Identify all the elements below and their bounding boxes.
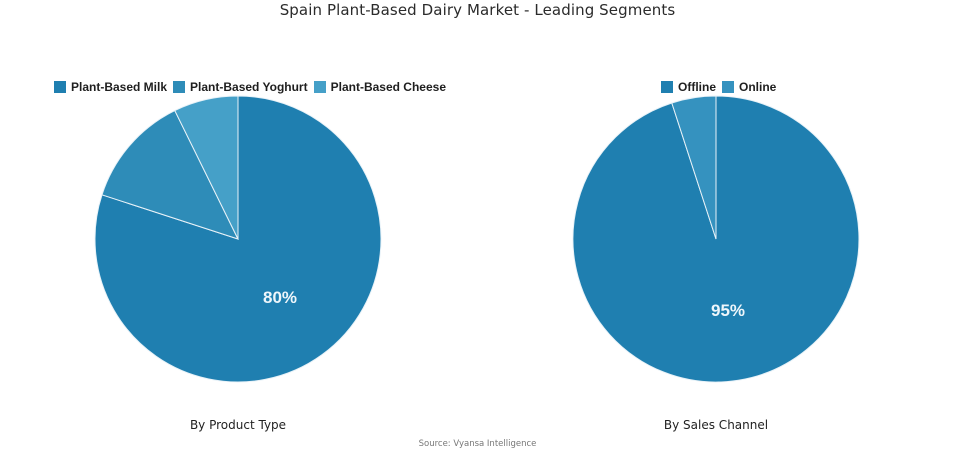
legend-swatch-cheese bbox=[313, 81, 326, 93]
slice-plant-based-cheese[interactable] bbox=[174, 95, 239, 240]
legend-label: Plant-Based Yoghurt bbox=[190, 80, 308, 94]
legend-label: Offline bbox=[678, 80, 716, 94]
legend-swatch-milk bbox=[54, 81, 66, 93]
legend-swatch-online bbox=[722, 81, 734, 93]
chart-title: Spain Plant-Based Dairy Market - Leading… bbox=[279, 1, 676, 19]
pie-product-type: 80% bbox=[94, 95, 382, 383]
legend-product-type: Plant-Based Milk Plant-Based Yoghurt Pla… bbox=[54, 80, 452, 94]
legend-label: Plant-Based Cheese bbox=[330, 80, 446, 94]
legend-item-offline[interactable]: Offline bbox=[661, 80, 716, 94]
slice-plant-based-yoghurt[interactable] bbox=[101, 109, 239, 240]
legend-item-online[interactable]: Online bbox=[722, 80, 776, 94]
legend-item-yoghurt[interactable]: Plant-Based Yoghurt bbox=[173, 80, 308, 94]
legend-label: Plant-Based Milk bbox=[71, 80, 168, 94]
legend-item-cheese[interactable]: Plant-Based Cheese bbox=[313, 80, 446, 94]
subtitle-product-type: By Product Type bbox=[189, 418, 287, 432]
subtitle-sales-channel: By Sales Channel bbox=[663, 418, 769, 432]
legend-sales-channel: Offline Online bbox=[661, 80, 782, 94]
legend-swatch-yoghurt bbox=[173, 81, 186, 93]
source-note: Source: Vyansa Intelligence bbox=[418, 439, 537, 449]
legend-label: Online bbox=[739, 80, 777, 94]
slice-online[interactable] bbox=[671, 95, 717, 240]
slice-label-offline: 95% bbox=[711, 301, 745, 320]
legend-swatch-offline bbox=[661, 81, 673, 93]
slice-label-milk: 80% bbox=[263, 288, 297, 307]
pie-sales-channel: 95% bbox=[572, 95, 860, 383]
legend-item-milk[interactable]: Plant-Based Milk bbox=[54, 80, 167, 94]
